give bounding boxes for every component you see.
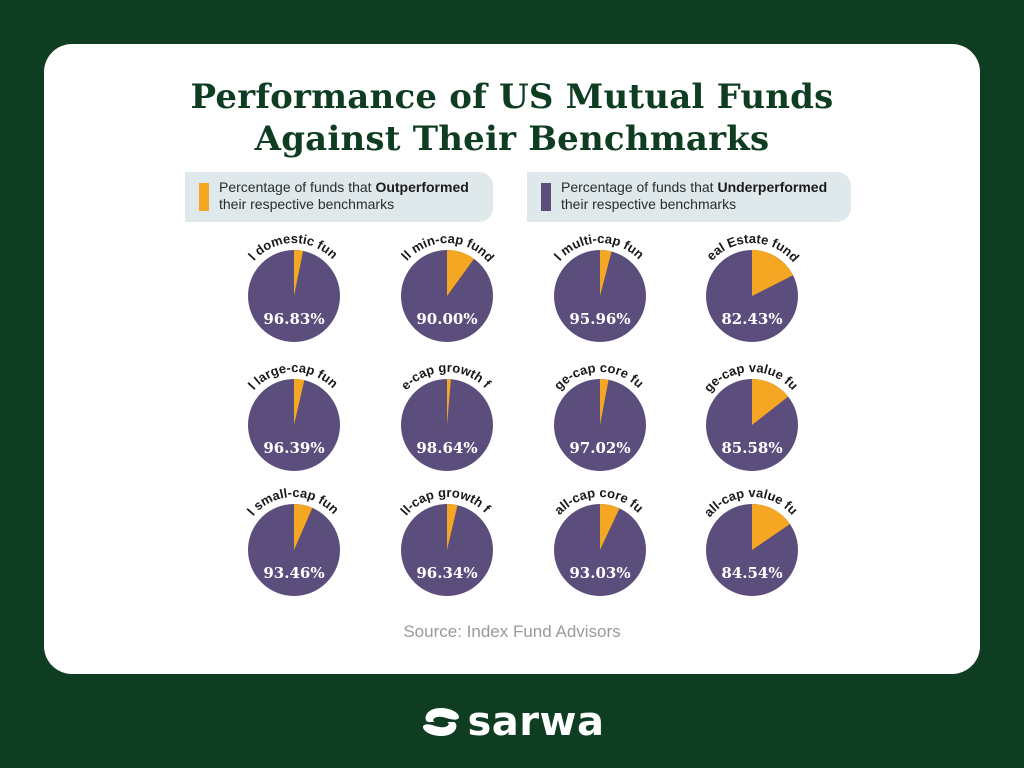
- pie-value-label: 96.83%: [263, 310, 324, 328]
- legend-outperformed-prefix: Percentage of funds that: [219, 179, 376, 195]
- pie-slice-outperformed: [447, 379, 451, 425]
- pie-slice-outperformed: [447, 250, 475, 296]
- legend-underperformed: Percentage of funds that Underperformed …: [527, 172, 851, 222]
- pie-value-label: 90.00%: [416, 310, 477, 328]
- pie-large-cap-growth-funds: 98.64% Large-cap growth funds: [0, 0, 494, 471]
- pie-value-label: 96.34%: [416, 564, 477, 582]
- pie-value-label: 98.64%: [416, 439, 477, 457]
- pie-slice-outperformed: [752, 504, 790, 550]
- pie-value-label: 96.39%: [263, 439, 324, 457]
- pie-value-label: 93.46%: [263, 564, 324, 582]
- pie-slice-outperformed: [600, 379, 609, 425]
- source-note: Source: Index Fund Advisors: [403, 622, 621, 641]
- pie-category-label: All multi-cap funds: [0, 0, 647, 264]
- pie-category-label: Large-cap core funds: [0, 0, 647, 393]
- legend-label-underperformed: Percentage of funds that Underperformed …: [561, 179, 827, 213]
- title-line-1: Performance of US Mutual Funds: [190, 77, 834, 117]
- pie-slice-outperformed: [447, 504, 458, 550]
- pie-category-label-text: Large-cap value funds: [0, 0, 801, 395]
- title-line-2: Against Their Benchmarks: [254, 119, 770, 159]
- pie-slice-outperformed: [600, 250, 612, 296]
- pie-value-label: 85.58%: [721, 439, 782, 457]
- legend-outperformed-suffix: their respective benchmarks: [219, 196, 395, 212]
- pie-category-label-text: All domestic funds: [0, 0, 341, 263]
- brand-name: sarwa: [467, 699, 605, 745]
- pie-category-label-text: Large-cap growth funds: [0, 0, 494, 393]
- legend-underperformed-suffix: their respective benchmarks: [561, 196, 737, 212]
- pie-slice-outperformed: [600, 504, 620, 550]
- pie-category-label-text: Small-cap value funds: [0, 0, 801, 520]
- pie-slice-outperformed: [752, 379, 789, 425]
- pie-category-label-text: All min-cap funds: [0, 0, 497, 265]
- legend-underperformed-bold: Underperformed: [717, 179, 828, 195]
- pie-all-domestic-funds: 96.83% All domestic funds: [0, 0, 341, 342]
- pie-category-label: Large-cap value funds: [0, 0, 801, 395]
- pie-slice-outperformed: [294, 250, 304, 296]
- pie-slice-outperformed: [294, 379, 305, 425]
- pie-value-label: 95.96%: [569, 310, 630, 328]
- pie-slice-outperformed: [294, 504, 313, 550]
- pie-category-label-text: Large-cap core funds: [0, 0, 647, 393]
- pie-category-label: All min-cap funds: [0, 0, 497, 265]
- pie-slice-outperformed: [752, 250, 794, 296]
- pie-category-label-text: Real Estate funds: [0, 0, 802, 265]
- pie-real-estate-funds: 82.43% Real Estate funds: [0, 0, 802, 342]
- pie-category-label: All domestic funds: [0, 0, 341, 263]
- legend-swatch-outperformed: [199, 183, 209, 211]
- pie-value-label: 84.54%: [721, 564, 782, 582]
- content-card: [44, 44, 980, 674]
- sarwa-logo-icon: [422, 708, 459, 736]
- legend-outperformed: Percentage of funds that Outperformed th…: [185, 172, 493, 222]
- page-title: Performance of US Mutual Funds Against T…: [0, 76, 1024, 160]
- pie-category-label: Real Estate funds: [0, 0, 802, 265]
- pie-category-label: Large-cap growth funds: [0, 0, 494, 393]
- pie-category-label: Small-cap value funds: [0, 0, 801, 520]
- pie-value-label: 97.02%: [569, 439, 630, 457]
- brand-logo: sarwa: [0, 696, 1024, 748]
- pie-large-cap-value-funds: 85.58% Large-cap value funds: [0, 0, 801, 471]
- legend-underperformed-prefix: Percentage of funds that: [561, 179, 718, 195]
- legend-swatch-underperformed: [541, 183, 551, 211]
- legend-outperformed-bold: Outperformed: [375, 179, 469, 195]
- legend-label-outperformed: Percentage of funds that Outperformed th…: [219, 179, 469, 213]
- pie-value-label: 82.43%: [721, 310, 782, 328]
- pie-category-label-text: All multi-cap funds: [0, 0, 647, 264]
- pie-all-large-cap-funds: 96.39%All large-cap funds: [0, 0, 341, 471]
- pie-value-label: 93.03%: [569, 564, 630, 582]
